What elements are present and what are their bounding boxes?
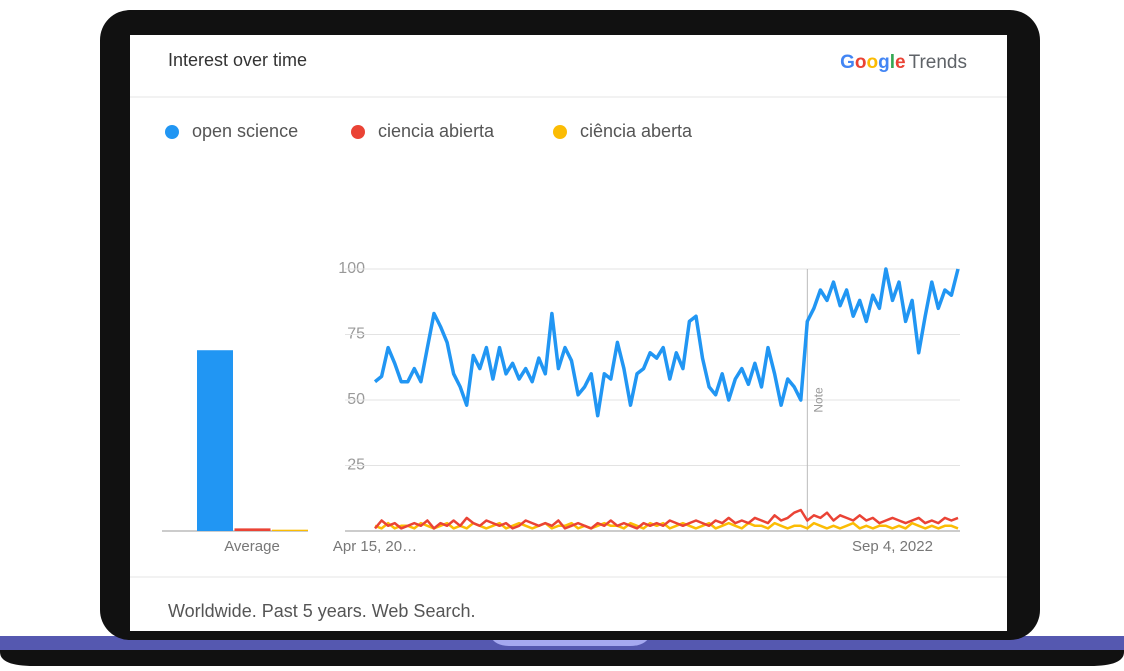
legend-marker <box>165 125 179 139</box>
laptop-bottom <box>0 650 1124 666</box>
bar <box>272 529 308 531</box>
footer: Worldwide. Past 5 years. Web Search. <box>168 601 475 621</box>
annotation: Note <box>812 387 826 413</box>
x-tick-label: Apr 15, 20… <box>333 538 417 555</box>
bar <box>197 350 233 531</box>
legend-label: ciência aberta <box>580 121 693 141</box>
logo-suffix: Trends <box>909 52 967 73</box>
screen <box>130 35 1007 631</box>
series-line <box>373 267 960 418</box>
series-line <box>374 521 959 530</box>
logo: Google Trends <box>840 52 967 73</box>
legend-marker <box>553 125 567 139</box>
bar <box>234 528 271 531</box>
legend-marker <box>351 125 365 139</box>
series-line <box>374 508 959 530</box>
x-tick-label: Sep 4, 2022 <box>852 538 933 555</box>
x-tick-label: Average <box>224 538 280 555</box>
legend-label: open science <box>192 121 298 141</box>
logo-word: Google <box>840 52 905 73</box>
title: Interest over time <box>168 50 307 70</box>
legend-label: ciencia abierta <box>378 121 495 141</box>
